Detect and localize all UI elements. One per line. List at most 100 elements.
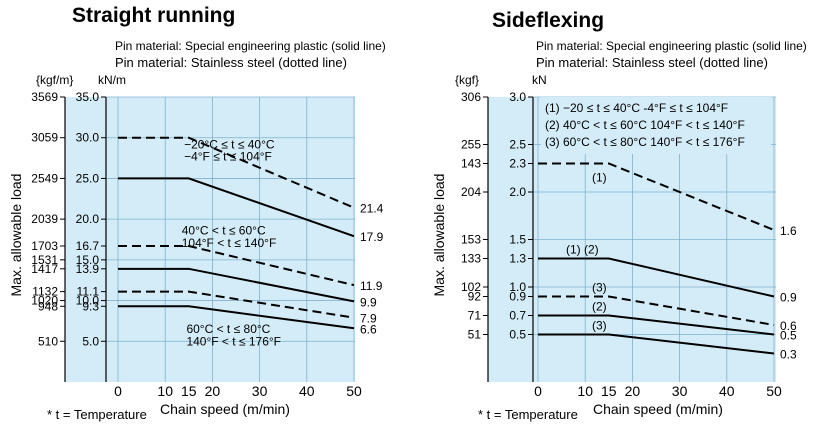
x-tick-label: 50 — [766, 383, 782, 399]
series-number-label: (3) — [592, 319, 607, 333]
y-tick-label-kn: 0.5 — [509, 328, 526, 342]
series-line-5 — [118, 290, 355, 319]
ticks: 3.0 2.5 2.3 2.0 1.5 1.3 1.00.9 0.7 0.5 306 255 143 2… — [461, 90, 782, 399]
series-line-1 — [538, 162, 775, 231]
unit-kgf: {kgf} — [455, 73, 479, 87]
y-tick-label-kgf: 204 — [461, 185, 481, 199]
y-tick-label-kgf: 1417 — [31, 262, 58, 276]
series-end-label: 0.9 — [780, 291, 797, 305]
series-end-label: 21.4 — [360, 202, 384, 216]
y-tick-label-kn: 10.0 — [76, 294, 100, 308]
series-line-3 — [538, 295, 775, 326]
y-tick-label-kgf: 1132 — [32, 285, 58, 299]
y-tick-label-kgf: 510 — [38, 334, 58, 348]
subtitle-line-1: Pin material: Special engineering plasti… — [536, 39, 807, 53]
y-axis-label: Max. allowable load — [8, 174, 24, 297]
legend-entry: (3) 60°C < t ≤ 80°C 140°F < t ≤ 176°F — [545, 135, 745, 149]
series-end-label: 0.6 — [780, 319, 797, 333]
y-tick-label-kgf: 3059 — [31, 131, 58, 145]
y-tick-label-kn: 1.3 — [509, 252, 526, 266]
y-tick-label-kn: 2.0 — [509, 185, 526, 199]
y-tick-label-kgf: 1531 — [31, 253, 58, 267]
y-tick-label-kn: 2.3 — [509, 157, 526, 171]
footnote: * t = Temperature — [478, 407, 578, 422]
subtitle-line-2: Pin material: Stainless steel (dotted li… — [115, 55, 347, 70]
y-tick-label-kn: 2.5 — [509, 138, 526, 152]
y-tick-label-kgf: 1020 — [31, 294, 58, 308]
series-end-label: 6.6 — [360, 322, 377, 336]
x-tick-label: 0 — [114, 383, 122, 399]
series-end-label: 17.9 — [360, 230, 384, 244]
y-tick-label-kgf: 71 — [468, 309, 482, 323]
unit-kn: kN — [532, 73, 547, 87]
y-tick-label-kgf: 1703 — [31, 239, 58, 253]
annotations: (1) −20 ≤ t ≤ 40°C -4°F ≤ t ≤ 104°F (2) 4… — [541, 97, 771, 333]
temperature-annotation: −4°F ≤ t ≤ 104°F — [184, 150, 272, 164]
x-tick-label: 20 — [205, 383, 221, 399]
y-tick-label-kgf: 3569 — [31, 90, 58, 104]
y-tick-label-kn: 5.0 — [82, 334, 99, 348]
subtitle-line-1: Pin material: Special engineering plasti… — [115, 39, 386, 53]
temperature-annotation: 104°F < t ≤ 140°F — [182, 236, 277, 250]
x-axis-label: Chain speed (m/min) — [593, 401, 723, 417]
series-end-label: 0.5 — [780, 329, 797, 343]
y-tick-label-kn: 11.1 — [77, 285, 100, 299]
temperature-annotation: 140°F < t ≤ 176°F — [186, 334, 281, 348]
y-tick-label-kn: 9.3 — [82, 299, 99, 313]
x-tick-label: 10 — [577, 383, 593, 399]
y-tick-label-kn: 3.0 — [509, 90, 526, 104]
x-axis-label: Chain speed (m/min) — [160, 401, 290, 417]
annotations: −20°C ≤ t ≤ 40°C−4°F ≤ t ≤ 104°F 40°C < t… — [182, 137, 281, 348]
legend-entry: (1) −20 ≤ t ≤ 40°C -4°F ≤ t ≤ 104°F — [545, 101, 728, 115]
series-line-4 — [538, 314, 775, 336]
series-end-label: 11.9 — [360, 279, 383, 293]
series-number-label: (3) — [592, 281, 607, 295]
x-tick-label: 40 — [719, 383, 735, 399]
y-tick-label-kgf: 51 — [468, 328, 482, 342]
series-number-label: (1) (2) — [566, 243, 599, 257]
series-line-2 — [118, 177, 355, 238]
x-tick-label: 0 — [534, 383, 542, 399]
x-tick-label: 15 — [601, 383, 617, 399]
chart-title: Straight running — [72, 4, 235, 27]
unit-kgf: {kgf/m} — [36, 73, 73, 87]
y-tick-label-kgf: 2039 — [31, 212, 58, 226]
series: 21.4 17.9 11.9 9.9 7.96.6 — [118, 136, 384, 336]
x-tick-label: 40 — [299, 383, 315, 399]
footnote: * t = Temperature — [47, 407, 147, 422]
x-tick-label: 15 — [181, 383, 197, 399]
series: 1.6 0.9 0.60.5 0.3 — [538, 162, 797, 362]
y-tick-label-kgf: 2549 — [31, 171, 58, 185]
series-line-2 — [538, 257, 775, 298]
series-number-label: (1) — [592, 171, 607, 185]
y-tick-label-kn: 1.0 — [509, 280, 526, 294]
y-tick-label-kgf: 255 — [461, 138, 481, 152]
y-tick-label-kgf: 153 — [461, 233, 481, 247]
legend-box — [541, 97, 771, 154]
y-tick-label-kgf: 948 — [38, 299, 58, 313]
series-end-label: 9.9 — [360, 295, 377, 309]
y-tick-label-kgf: 143 — [461, 157, 481, 171]
subtitle-line-2: Pin material: Stainless steel (dotted li… — [536, 55, 768, 70]
y-tick-label-kgf: 92 — [468, 290, 482, 304]
y-tick-label-kn: 0.7 — [509, 309, 526, 323]
series-end-label: 1.6 — [780, 224, 797, 238]
y-tick-label-kn: 16.7 — [76, 239, 100, 253]
series-line-6 — [118, 305, 355, 330]
x-tick-label: 10 — [157, 383, 173, 399]
y-tick-label-kn: 0.9 — [509, 290, 526, 304]
temperature-annotation: 40°C < t ≤ 60°C — [182, 224, 266, 238]
chart-title: Sideflexing — [492, 9, 604, 32]
series-line-3 — [118, 245, 355, 287]
series-end-label: 0.3 — [780, 348, 797, 362]
y-tick-label-kgf: 102 — [461, 280, 481, 294]
x-tick-label: 20 — [625, 383, 641, 399]
series-line-1 — [118, 136, 355, 209]
x-tick-label: 30 — [252, 383, 268, 399]
y-axis-label: Max. allowable load — [431, 174, 447, 297]
y-tick-label-kgf: 133 — [461, 252, 481, 266]
y-tick-label-kn: 13.9 — [76, 262, 100, 276]
temperature-annotation: −20°C ≤ t ≤ 40°C — [184, 137, 275, 151]
temperature-annotation: 60°C < t ≤ 80°C — [186, 322, 270, 336]
series-line-5 — [538, 333, 775, 355]
